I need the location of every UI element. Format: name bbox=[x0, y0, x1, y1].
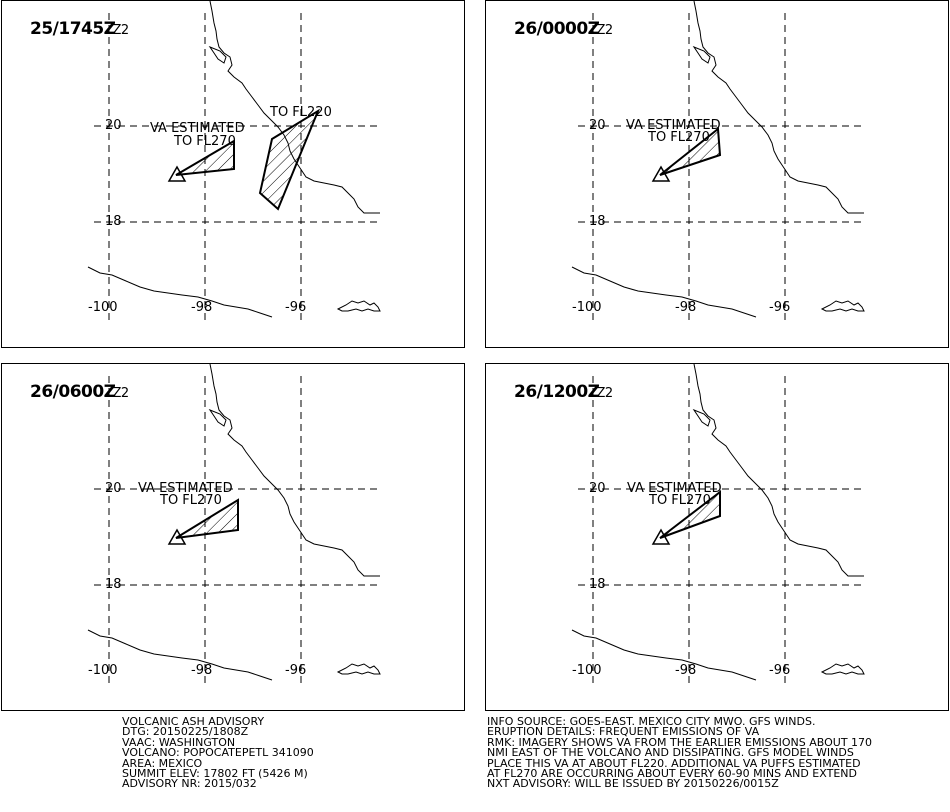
advisory-line: NMI EAST OF THE VOLCANO AND DISSIPATING.… bbox=[487, 746, 854, 760]
ash-plume-polygon-east bbox=[258, 108, 321, 211]
va-estimated-label: VA ESTIMATED bbox=[627, 481, 722, 496]
ash-plume-polygon bbox=[175, 139, 235, 176]
flight-level-label: TO FL270 bbox=[160, 493, 222, 508]
lat-label-20: 20 bbox=[589, 118, 606, 133]
lat-label-18: 18 bbox=[589, 214, 606, 229]
advisory-line: SUMMIT ELEV: 17802 FT (5426 M) bbox=[122, 766, 308, 780]
forecast-panel-br: 26/1200ZZ2 VA ESTIMATED TO FL270 20 18 -… bbox=[485, 363, 949, 711]
flight-level-label: TO FL270 bbox=[649, 493, 711, 508]
advisory-header-block: VOLCANIC ASH ADVISORY DTG: 20150225/1808… bbox=[122, 715, 314, 791]
lon-label-98: -98 bbox=[191, 663, 213, 678]
lon-label-98: -98 bbox=[675, 300, 697, 315]
va-estimated-label: VA ESTIMATED bbox=[626, 118, 721, 133]
lon-label-100: -100 bbox=[572, 300, 602, 315]
advisory-line: RMK: IMAGERY SHOWS VA FROM THE EARLIER E… bbox=[487, 735, 873, 749]
advisory-line: AT FL270 ARE OCCURRING ABOUT EVERY 60-90… bbox=[487, 766, 857, 780]
lon-label-96: -96 bbox=[769, 663, 791, 678]
pacific-coastline bbox=[571, 629, 757, 681]
lagoon-outline bbox=[208, 408, 227, 427]
pacific-coastline bbox=[571, 266, 757, 318]
advisory-remarks-block: INFO SOURCE: GOES-EAST. MEXICO CITY MWO.… bbox=[487, 715, 873, 791]
lon-label-98: -98 bbox=[191, 300, 213, 315]
advisory-line: ERUPTION DETAILS: FREQUENT EMISSIONS OF … bbox=[487, 725, 760, 739]
lat-label-18: 18 bbox=[105, 214, 122, 229]
lat-label-20: 20 bbox=[105, 481, 122, 496]
volcano-icon bbox=[651, 528, 671, 545]
lat-label-18: 18 bbox=[589, 577, 606, 592]
map-base bbox=[571, 364, 866, 684]
va-estimated-label: VA ESTIMATED bbox=[138, 481, 233, 496]
flight-level-label: TO FL270 bbox=[648, 130, 710, 145]
map-base bbox=[571, 1, 866, 321]
valid-time-label: 25/1745ZZ2 bbox=[30, 19, 129, 39]
flight-level-label-second: TO FL220 bbox=[270, 105, 332, 120]
coastal-outline bbox=[336, 300, 381, 312]
lon-label-100: -100 bbox=[88, 663, 118, 678]
lat-label-20: 20 bbox=[105, 118, 122, 133]
valid-time-label: 26/0000ZZ2 bbox=[514, 19, 613, 39]
gulf-coastline bbox=[209, 364, 380, 577]
gulf-coastline bbox=[693, 364, 864, 577]
advisory-line: ADVISORY NR: 2015/032 bbox=[122, 777, 257, 791]
lon-label-96: -96 bbox=[769, 300, 791, 315]
advisory-line: DTG: 20150225/1808Z bbox=[122, 725, 249, 739]
lon-label-100: -100 bbox=[88, 300, 118, 315]
lon-label-100: -100 bbox=[572, 663, 602, 678]
lagoon-outline bbox=[208, 45, 227, 64]
coastal-outline bbox=[336, 663, 381, 675]
lon-label-96: -96 bbox=[285, 300, 307, 315]
map-base bbox=[87, 364, 382, 684]
volcano-icon bbox=[651, 165, 671, 182]
coastal-outline bbox=[820, 663, 865, 675]
map-base bbox=[87, 1, 382, 321]
ash-plume-polygon bbox=[659, 489, 721, 539]
lat-label-18: 18 bbox=[105, 577, 122, 592]
gulf-coastline bbox=[693, 1, 864, 214]
lon-label-98: -98 bbox=[675, 663, 697, 678]
advisory-line: VOLCANO: POPOCATEPETL 341090 bbox=[122, 746, 314, 760]
volcano-icon bbox=[167, 165, 187, 182]
ash-plume-polygon bbox=[175, 498, 239, 539]
valid-time-label: 26/0600ZZ2 bbox=[30, 382, 129, 402]
lat-label-20: 20 bbox=[589, 481, 606, 496]
lagoon-outline bbox=[692, 408, 711, 427]
lon-label-96: -96 bbox=[285, 663, 307, 678]
va-estimated-label: VA ESTIMATED bbox=[150, 121, 245, 136]
flight-level-label: TO FL270 bbox=[174, 134, 236, 149]
forecast-panel-bl: 26/0600ZZ2 VA ESTIMATED TO FL270 20 18 -… bbox=[1, 363, 465, 711]
advisory-line: VOLCANIC ASH ADVISORY bbox=[122, 715, 265, 728]
ash-plume-polygon bbox=[659, 127, 722, 176]
advisory-line: NXT ADVISORY: WILL BE ISSUED BY 20150226… bbox=[487, 777, 779, 791]
advisory-line: INFO SOURCE: GOES-EAST. MEXICO CITY MWO.… bbox=[487, 715, 816, 728]
lagoon-outline bbox=[692, 45, 711, 64]
volcano-icon bbox=[167, 528, 187, 545]
coastal-outline bbox=[820, 300, 865, 312]
gulf-coastline bbox=[209, 1, 380, 214]
advisory-line: VAAC: WASHINGTON bbox=[122, 735, 236, 749]
forecast-panel-tl: 25/1745ZZ2 VA ESTIMATED TO FL270 TO FL22… bbox=[1, 0, 465, 348]
pacific-coastline bbox=[87, 629, 273, 681]
forecast-panel-tr: 26/0000ZZ2 VA ESTIMATED TO FL270 20 18 -… bbox=[485, 0, 949, 348]
advisory-line: PLACE THIS VA AT ABOUT FL220. ADDITIONAL… bbox=[487, 756, 861, 770]
pacific-coastline bbox=[87, 266, 273, 318]
valid-time-label: 26/1200ZZ2 bbox=[514, 382, 613, 402]
advisory-line: AREA: MEXICO bbox=[122, 756, 203, 770]
